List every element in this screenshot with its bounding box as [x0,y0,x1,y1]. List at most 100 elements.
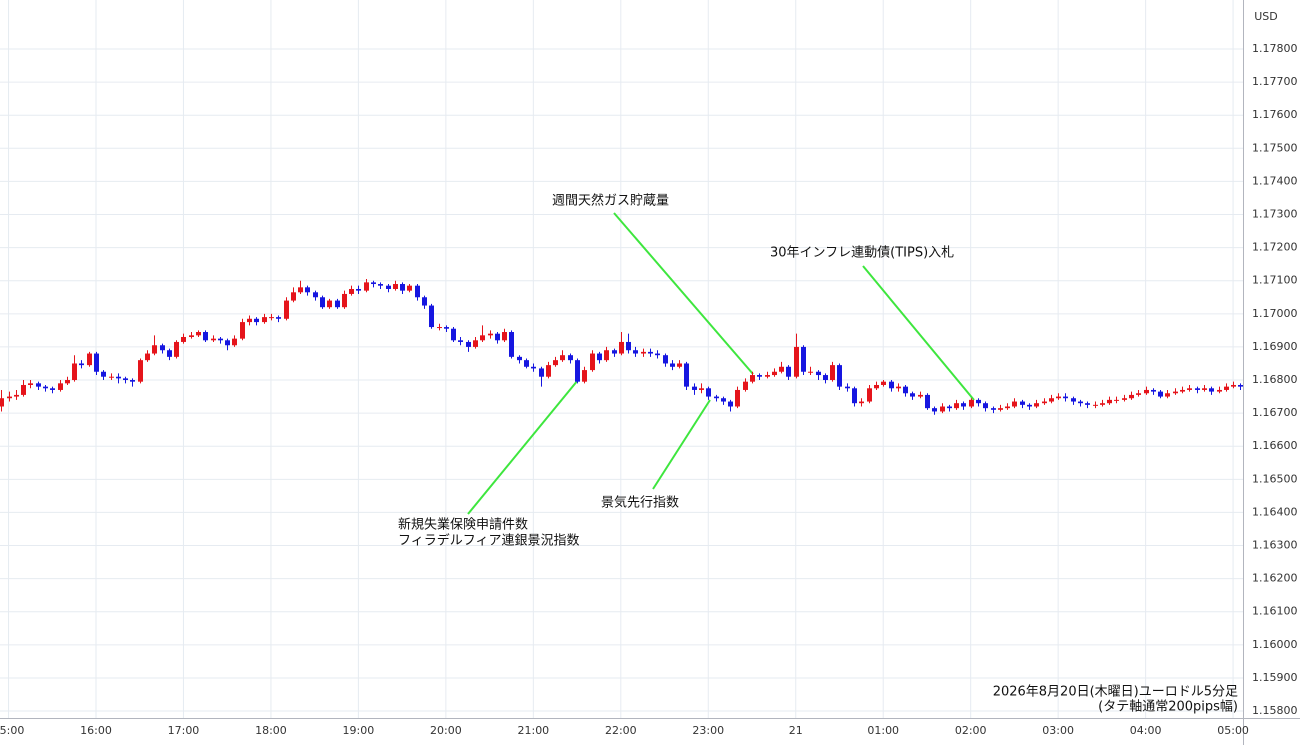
candle-body [509,332,514,357]
candle-body [874,384,879,389]
y-tick-label: 1.17100 [1252,274,1298,287]
candle-body [28,383,33,385]
candle-body [458,340,463,342]
candle-body [1238,384,1243,387]
x-tick-label: 16:00 [80,724,112,737]
y-tick-label: 1.16000 [1252,638,1298,651]
candle-body [663,355,668,364]
candle-body [101,371,106,377]
candle-body [495,333,500,341]
candle-body [903,386,908,394]
candle-body [808,371,813,373]
candle-body [444,327,449,329]
candle-body [116,376,121,379]
candle-body [160,345,165,351]
candle-body [473,340,478,347]
candle-body [378,284,383,286]
candle-body [670,363,675,367]
candle-body [7,396,12,399]
candle-body [1217,389,1222,392]
annotation-arrow [613,212,754,375]
candle-body [1151,389,1156,392]
candle-body [65,380,70,384]
candle-body [940,406,945,412]
y-tick-label: 1.16800 [1252,373,1298,386]
candle-body [87,353,92,366]
y-tick-label: 1.17800 [1252,42,1298,55]
candle-body [546,365,551,377]
x-tick-label: 17:00 [168,724,200,737]
candle-body [830,365,835,381]
x-tick-label: 21 [789,724,803,737]
candle-body [706,388,711,397]
candle-body [816,371,821,376]
candle-body [415,285,420,298]
candle-body [400,284,405,291]
candle-body [342,293,347,308]
candle-body [1020,401,1025,405]
candle-body [983,403,988,409]
candle-body [735,389,740,407]
candle-body [21,384,26,395]
candle-body [305,287,310,293]
candle-body [954,403,959,409]
candle-body [910,393,915,397]
candle-body [582,370,587,382]
candle-body [218,338,223,341]
candle-body [451,328,456,341]
candle-body [1158,391,1163,397]
candle-body [539,368,544,377]
candle-body [203,332,208,341]
x-tick-label: 22:00 [605,724,637,737]
y-tick-label: 1.16700 [1252,406,1298,419]
x-tick-label: 01:00 [867,724,899,737]
candle-body [422,297,427,306]
candle-body [947,406,952,409]
candle-body [699,388,704,390]
y-tick-label: 1.17500 [1252,141,1298,154]
candle-body [961,403,966,407]
candle-body [1224,386,1229,390]
candle-body [1114,399,1119,401]
annotation-text: 30年インフレ連動債(TIPS)入札 [770,246,954,261]
candle-body [276,317,281,319]
candle-body [109,376,114,378]
axes: 1.15800 1.15900 1.16000 1.16100 1.16200 1.163… [0,42,1298,737]
candle-body [612,350,617,354]
candle-body [626,341,631,351]
candle-body [560,355,565,361]
candle-body [692,386,697,390]
candle-body [801,346,806,372]
candle-body [269,317,274,319]
candle-body [1093,404,1098,406]
candle-body [1056,396,1061,399]
y-tick-label: 1.17300 [1252,208,1298,221]
x-tick-label: 19:00 [343,724,375,737]
y-tick-label: 1.17000 [1252,307,1298,320]
candle-body [72,363,77,381]
annotation-arrow [862,265,975,401]
candle-body [437,327,442,329]
x-tick-label: 03:00 [1042,724,1074,737]
candle-body [889,381,894,389]
y-tick-label: 1.16300 [1252,539,1298,552]
candle-body [1136,393,1141,395]
candle-body [407,285,412,291]
candle-body [1107,399,1112,404]
candle-body [597,353,602,361]
candle-body [859,401,864,404]
y-tick-label: 1.15900 [1252,671,1298,684]
x-tick-label: 15:00 [0,724,24,737]
candle-body [524,360,529,367]
candle-body [641,351,646,354]
candle-body [327,300,332,308]
candle-body [502,332,507,341]
candle-body [1195,388,1200,390]
candle-body [896,386,901,389]
candle-body [1209,388,1214,392]
candle-body [335,300,340,308]
annotation-text: 週間天然ガス貯蔵量 [552,193,669,209]
candle-body [575,360,580,382]
x-tick-label: 05:00 [1217,724,1249,737]
y-tick-label: 1.17600 [1252,108,1298,121]
